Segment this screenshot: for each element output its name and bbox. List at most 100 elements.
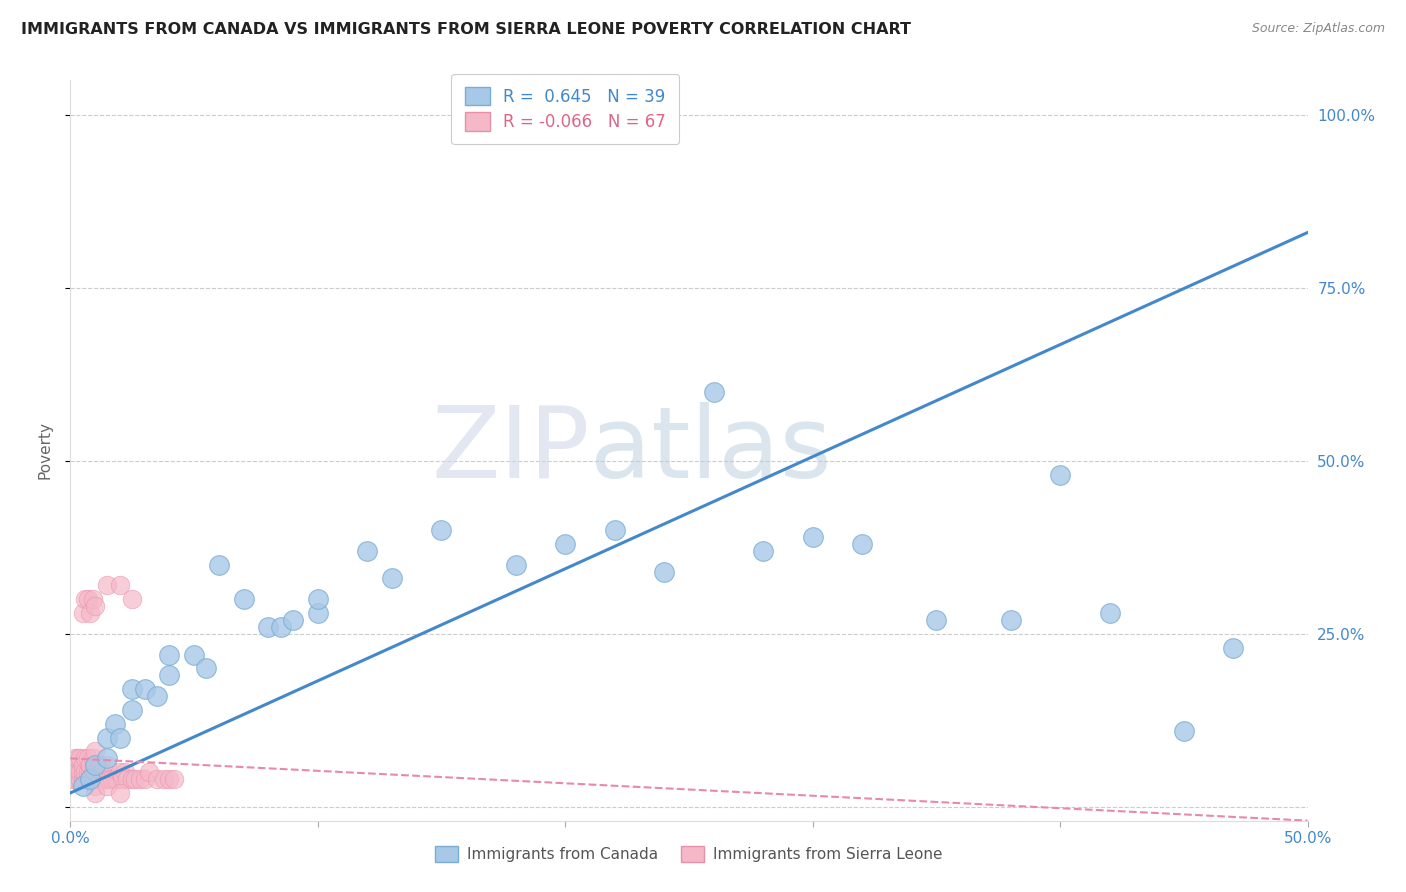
Point: [69, 751, 91, 765]
Point: [75, 592, 97, 607]
Point: [76, 751, 98, 765]
Point: [121, 772, 143, 786]
Point: [851, 537, 873, 551]
Point: [1049, 467, 1071, 482]
Point: [101, 772, 124, 786]
Point: [84, 599, 107, 614]
Point: [157, 772, 180, 786]
Point: [66, 772, 89, 786]
Point: [208, 558, 231, 572]
Point: [108, 731, 131, 745]
Point: [281, 613, 304, 627]
Point: [96, 772, 118, 786]
Point: [69, 765, 91, 780]
Point: [82, 751, 104, 765]
Point: [96, 758, 118, 772]
Point: [65, 751, 87, 765]
Point: [84, 779, 107, 793]
Point: [104, 772, 127, 786]
Point: [307, 592, 329, 607]
Point: [82, 772, 104, 786]
Point: [91, 765, 114, 780]
Point: [146, 689, 169, 703]
Legend: Immigrants from Canada, Immigrants from Sierra Leone: Immigrants from Canada, Immigrants from …: [429, 840, 949, 869]
Point: [925, 613, 948, 627]
Point: [108, 765, 131, 780]
Point: [96, 779, 118, 793]
Point: [72, 779, 94, 793]
Point: [356, 543, 378, 558]
Point: [128, 772, 150, 786]
Point: [65, 772, 87, 786]
Point: [257, 620, 280, 634]
Point: [801, 530, 824, 544]
Point: [76, 772, 98, 786]
Point: [652, 565, 675, 579]
Point: [62, 765, 84, 780]
Point: [153, 772, 176, 786]
Point: [79, 758, 101, 772]
Point: [72, 772, 94, 786]
Point: [89, 772, 111, 786]
Point: [96, 751, 118, 765]
Point: [84, 758, 107, 772]
Point: [62, 772, 84, 786]
Point: [94, 772, 117, 786]
Point: [232, 592, 254, 607]
Point: [98, 772, 121, 786]
Point: [111, 772, 134, 786]
Point: [430, 523, 453, 537]
Point: [195, 661, 218, 675]
Point: [157, 668, 180, 682]
Point: [76, 765, 98, 780]
Point: [134, 682, 156, 697]
Point: [104, 716, 127, 731]
Point: [1222, 640, 1244, 655]
Point: [505, 558, 527, 572]
Point: [108, 578, 131, 592]
Point: [82, 592, 104, 607]
Point: [84, 758, 107, 772]
Y-axis label: Poverty: Poverty: [37, 421, 52, 480]
Point: [84, 772, 107, 786]
Point: [65, 758, 87, 772]
Point: [79, 772, 101, 786]
Point: [108, 786, 131, 800]
Point: [307, 606, 329, 620]
Point: [381, 572, 404, 586]
Point: [89, 758, 111, 772]
Point: [79, 765, 101, 780]
Point: [124, 772, 146, 786]
Point: [554, 537, 576, 551]
Point: [270, 620, 292, 634]
Point: [752, 543, 775, 558]
Point: [96, 578, 118, 592]
Point: [79, 772, 101, 786]
Point: [76, 592, 98, 607]
Point: [121, 682, 143, 697]
Point: [72, 765, 94, 780]
Point: [121, 592, 143, 607]
Point: [157, 648, 180, 662]
Point: [1000, 613, 1022, 627]
Text: ZIP: ZIP: [432, 402, 591, 499]
Text: atlas: atlas: [591, 402, 831, 499]
Point: [84, 744, 107, 758]
Point: [105, 772, 128, 786]
Point: [114, 765, 136, 780]
Point: [121, 703, 143, 717]
Point: [1098, 606, 1121, 620]
Point: [72, 758, 94, 772]
Text: Source: ZipAtlas.com: Source: ZipAtlas.com: [1251, 22, 1385, 36]
Point: [134, 772, 156, 786]
Point: [79, 606, 101, 620]
Point: [75, 765, 97, 780]
Point: [84, 765, 107, 780]
Point: [69, 772, 91, 786]
Point: [82, 765, 104, 780]
Point: [703, 384, 725, 399]
Point: [66, 765, 89, 780]
Point: [66, 751, 89, 765]
Point: [603, 523, 626, 537]
Point: [138, 765, 160, 780]
